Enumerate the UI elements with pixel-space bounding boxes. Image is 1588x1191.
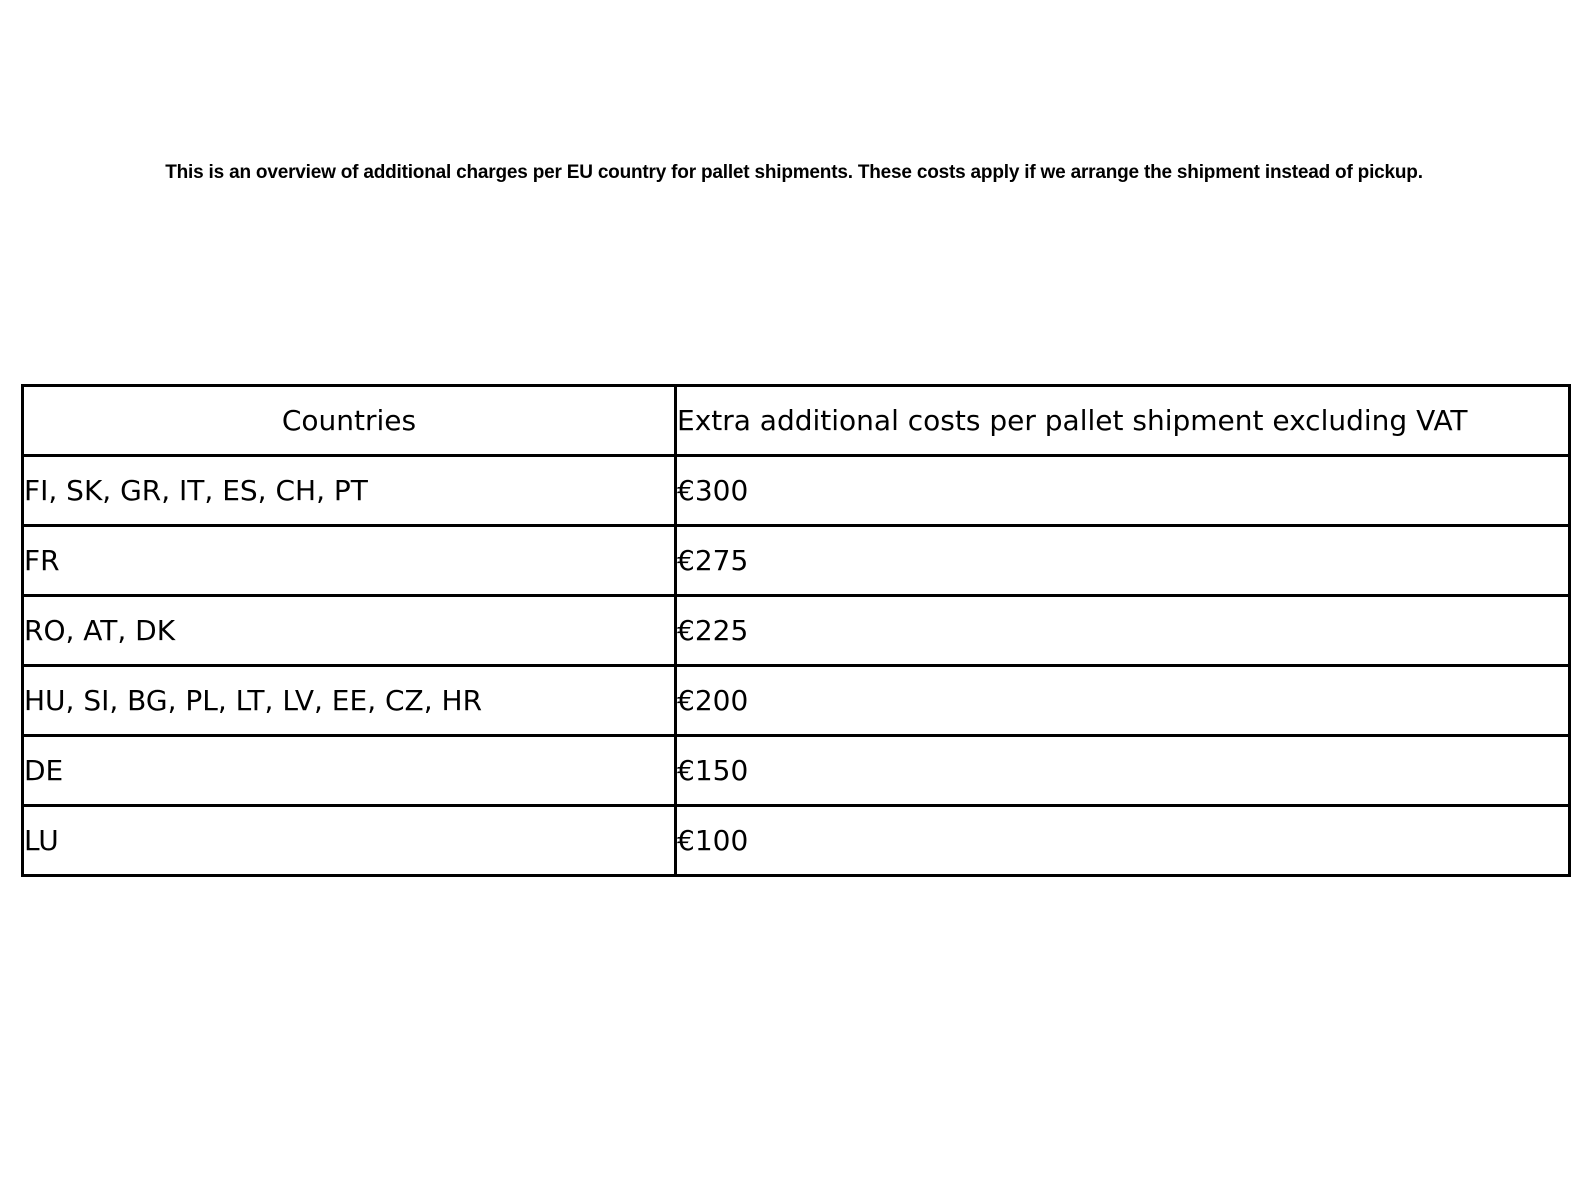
cost-cell: €275 — [674, 524, 1571, 597]
country-cell: FR — [21, 524, 677, 597]
column-header-cost: Extra additional costs per pallet shipme… — [674, 384, 1571, 457]
table-row: HU, SI, BG, PL, LT, LV, EE, CZ, HR €200 — [21, 664, 1571, 737]
table-row: LU €100 — [21, 804, 1571, 877]
cost-cell: €300 — [674, 454, 1571, 527]
cost-cell: €100 — [674, 804, 1571, 877]
table-row: FI, SK, GR, IT, ES, CH, PT €300 — [21, 454, 1571, 527]
cost-cell: €225 — [674, 594, 1571, 667]
country-cell: RO, AT, DK — [21, 594, 677, 667]
table-header-row: Countries Extra additional costs per pal… — [21, 384, 1571, 457]
table-row: FR €275 — [21, 524, 1571, 597]
table-row: RO, AT, DK €225 — [21, 594, 1571, 667]
charges-table: Countries Extra additional costs per pal… — [21, 384, 1571, 877]
country-cell: DE — [21, 734, 677, 807]
column-header-countries: Countries — [21, 384, 677, 457]
country-cell: HU, SI, BG, PL, LT, LV, EE, CZ, HR — [21, 664, 677, 737]
table-row: DE €150 — [21, 734, 1571, 807]
cost-cell: €200 — [674, 664, 1571, 737]
cost-cell: €150 — [674, 734, 1571, 807]
country-cell: FI, SK, GR, IT, ES, CH, PT — [21, 454, 677, 527]
intro-text: This is an overview of additional charge… — [165, 162, 1423, 183]
country-cell: LU — [21, 804, 677, 877]
